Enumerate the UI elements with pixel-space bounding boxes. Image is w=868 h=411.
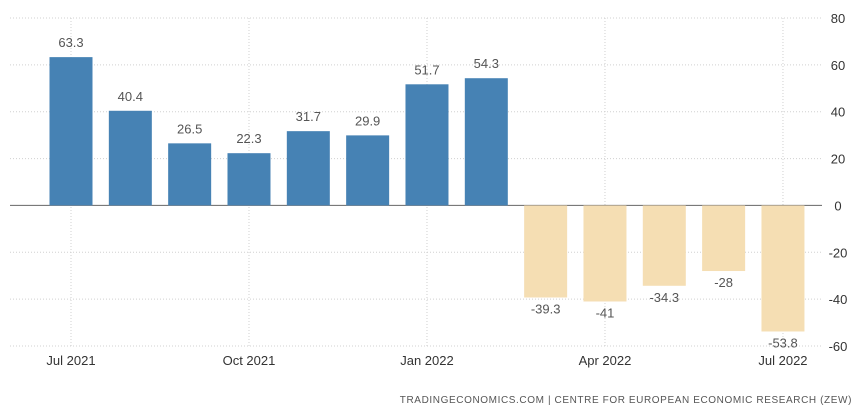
value-label: -41 xyxy=(596,305,615,320)
bar-oct-2021 xyxy=(227,153,271,206)
y-tick-label: -20 xyxy=(829,245,848,260)
y-tick-label: 0 xyxy=(834,198,841,213)
value-label: 63.3 xyxy=(58,35,83,50)
x-tick-label: Jul 2022 xyxy=(758,353,807,368)
value-label: 29.9 xyxy=(355,113,380,128)
y-tick-label: 40 xyxy=(831,105,845,120)
y-tick-label: -40 xyxy=(829,292,848,307)
value-label: -34.3 xyxy=(649,290,679,305)
bar-sep-2021 xyxy=(168,143,212,206)
value-label: 31.7 xyxy=(296,109,321,124)
y-axis-ticks: 80 60 40 20 0 -20 -40 -60 xyxy=(829,11,848,354)
bar-aug-2021 xyxy=(108,110,152,206)
y-tick-label: 20 xyxy=(831,152,845,167)
bar-mar-2022 xyxy=(524,205,568,298)
y-tick-label: 80 xyxy=(831,11,845,26)
x-tick-label: Jan 2022 xyxy=(400,353,454,368)
value-label: 54.3 xyxy=(474,56,499,71)
value-label: 22.3 xyxy=(236,131,261,146)
bar-may-2022 xyxy=(642,205,686,286)
y-tick-label: -60 xyxy=(829,339,848,354)
value-label: -39.3 xyxy=(531,302,561,317)
bar-apr-2022 xyxy=(583,205,627,302)
bar-jun-2022 xyxy=(702,205,746,272)
bar-dec-2021 xyxy=(346,135,390,206)
value-label: 51.7 xyxy=(414,62,439,77)
bar-feb-2022 xyxy=(464,78,508,206)
x-tick-label: Apr 2022 xyxy=(579,353,632,368)
value-label: 26.5 xyxy=(177,121,202,136)
value-label: 40.4 xyxy=(118,89,143,104)
bar-jul-2022 xyxy=(761,205,805,332)
x-tick-label: Oct 2021 xyxy=(223,353,276,368)
source-text: TRADINGECONOMICS.COM | CENTRE FOR EUROPE… xyxy=(400,395,852,406)
value-label: -53.8 xyxy=(768,335,798,350)
x-axis-ticks: Jul 2021 Oct 2021 Jan 2022 Apr 2022 Jul 2022 xyxy=(46,353,807,368)
y-tick-label: 60 xyxy=(831,58,845,73)
bar-nov-2021 xyxy=(286,131,330,206)
bar-jul-2021 xyxy=(49,57,93,206)
value-label: -28 xyxy=(714,275,733,290)
bar-jan-2022 xyxy=(405,84,449,206)
x-tick-label: Jul 2021 xyxy=(46,353,95,368)
bars xyxy=(49,57,805,332)
value-labels: 63.3 40.4 26.5 22.3 31.7 29.9 51.7 54.3 -39.3 -41… xyxy=(58,35,797,350)
